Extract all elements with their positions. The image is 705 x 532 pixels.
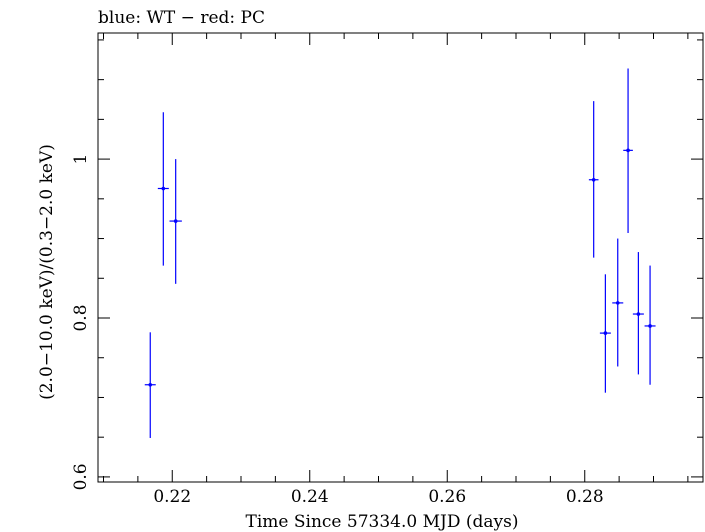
point-marker: [161, 186, 166, 191]
point-marker: [173, 219, 178, 223]
data-points: [144, 68, 656, 438]
point-marker: [148, 382, 153, 387]
y-axis-label: (2.0−10.0 keV)/(0.3−2.0 keV): [37, 144, 57, 400]
y-tick-label: 0.8: [71, 304, 91, 331]
point-marker: [648, 324, 652, 328]
data-point: [169, 159, 182, 284]
point-marker: [615, 301, 620, 305]
point-marker: [603, 331, 608, 335]
data-point: [612, 238, 624, 367]
data-point: [623, 68, 633, 233]
data-point: [588, 101, 599, 258]
point-marker: [591, 177, 596, 182]
chart-title: blue: WT − red: PC: [98, 8, 265, 28]
point-marker: [626, 148, 630, 153]
x-tick-label: 0.28: [566, 487, 604, 507]
point-marker: [636, 312, 641, 316]
y-axis-ticks: 0.6 0.8 1: [71, 39, 703, 490]
data-point: [644, 265, 656, 385]
data-point: [157, 112, 169, 266]
x-tick-label: 0.26: [428, 487, 466, 507]
x-axis-ticks: 0.22 0.24 0.26 0.28: [103, 33, 689, 507]
y-tick-label: 0.6: [71, 463, 91, 490]
x-axis-label: Time Since 57334.0 MJD (days): [246, 512, 519, 532]
data-point: [599, 274, 611, 393]
x-tick-label: 0.24: [291, 487, 329, 507]
data-point: [632, 252, 644, 375]
data-point: [144, 332, 156, 438]
plot-frame: [97, 32, 704, 483]
y-tick-label: 1: [71, 154, 91, 165]
x-tick-label: 0.22: [153, 487, 191, 507]
